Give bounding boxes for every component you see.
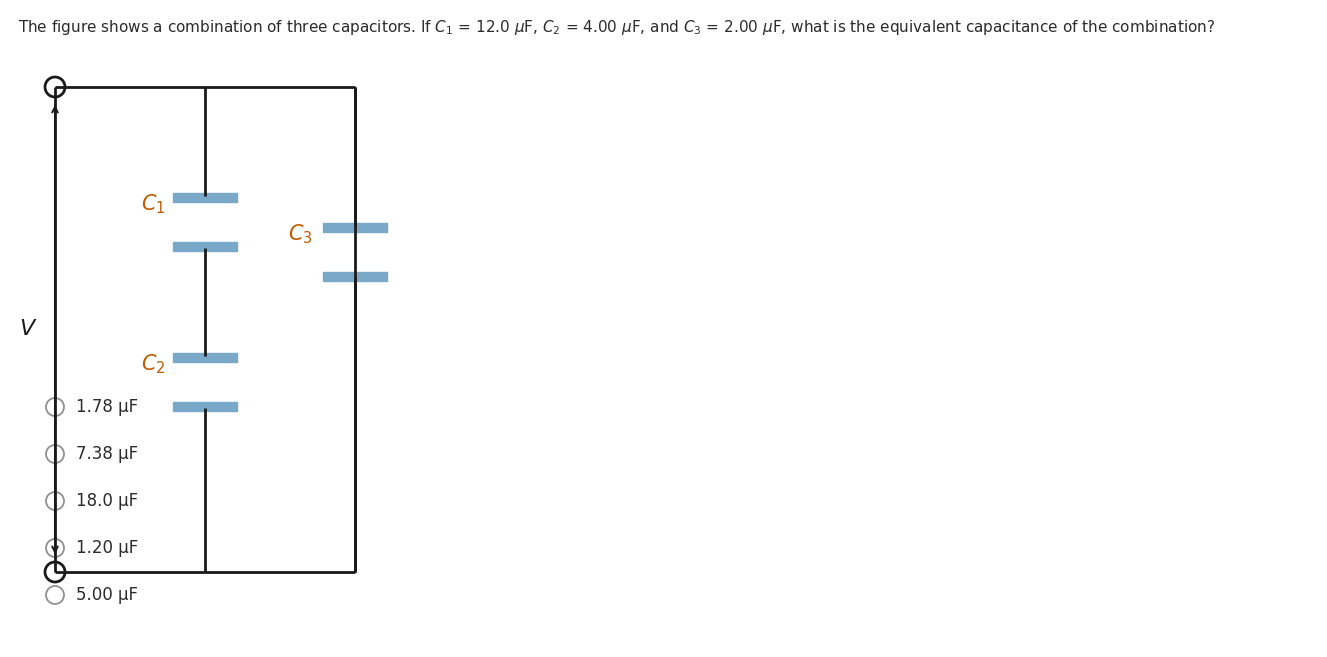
Text: 1.20 μF: 1.20 μF: [76, 539, 138, 557]
Text: 1.78 μF: 1.78 μF: [76, 398, 138, 416]
Text: $C_1$: $C_1$: [141, 193, 165, 215]
Text: The figure shows a combination of three capacitors. If $C_1$ = 12.0 $\mu$F, $C_2: The figure shows a combination of three …: [19, 18, 1216, 37]
Text: $C_2$: $C_2$: [141, 352, 165, 376]
Text: $V$: $V$: [19, 318, 37, 340]
Text: 5.00 μF: 5.00 μF: [76, 586, 138, 604]
Text: $C_3$: $C_3$: [288, 222, 313, 246]
Text: 18.0 μF: 18.0 μF: [76, 492, 138, 510]
Text: 7.38 μF: 7.38 μF: [76, 445, 138, 463]
